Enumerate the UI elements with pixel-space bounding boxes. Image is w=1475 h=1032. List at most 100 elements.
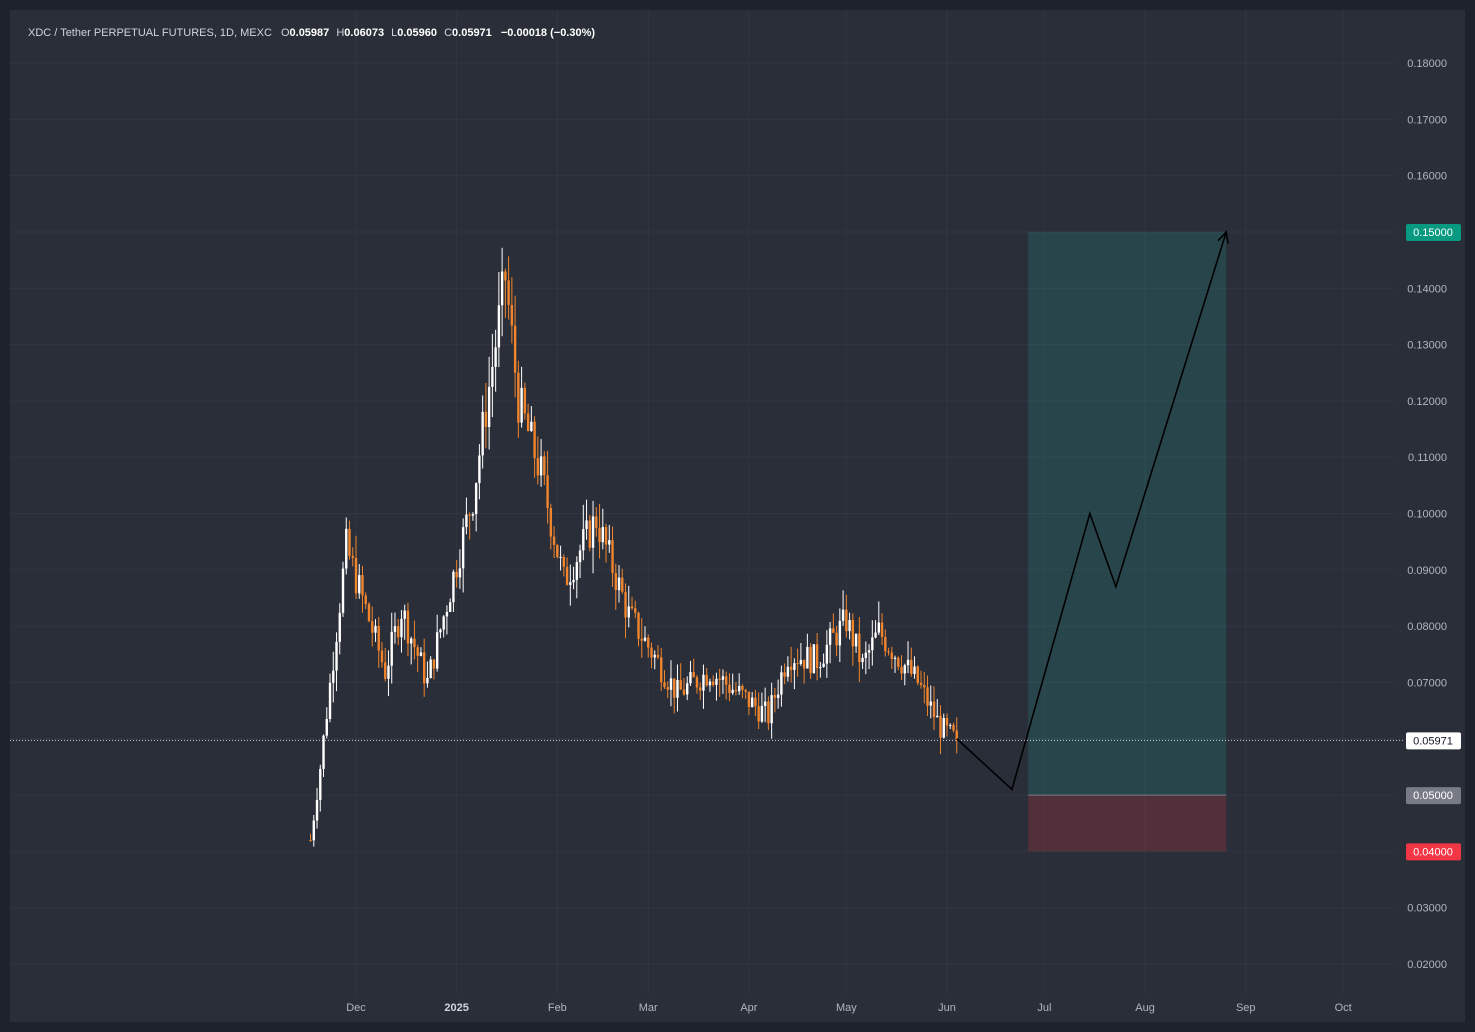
candle[interactable]: [673, 678, 676, 714]
candle[interactable]: [910, 647, 913, 677]
candle[interactable]: [416, 644, 419, 672]
candle[interactable]: [660, 647, 663, 692]
candle[interactable]: [614, 563, 617, 610]
candle[interactable]: [929, 685, 932, 719]
candle[interactable]: [419, 647, 423, 657]
candle[interactable]: [841, 590, 845, 626]
candle[interactable]: [799, 642, 803, 666]
candle[interactable]: [699, 682, 702, 701]
candle[interactable]: [939, 705, 942, 755]
candle[interactable]: [367, 602, 371, 623]
candle[interactable]: [890, 646, 893, 669]
candle[interactable]: [413, 620, 416, 660]
candle[interactable]: [718, 668, 721, 697]
candle[interactable]: [335, 632, 338, 692]
candle[interactable]: [955, 717, 958, 754]
candle[interactable]: [721, 669, 725, 694]
candle[interactable]: [952, 722, 955, 733]
candle[interactable]: [403, 604, 406, 640]
candle[interactable]: [634, 600, 637, 619]
candle[interactable]: [682, 678, 686, 696]
candle[interactable]: [354, 535, 358, 600]
candle[interactable]: [796, 648, 799, 677]
candle[interactable]: [562, 554, 566, 577]
candle[interactable]: [426, 661, 429, 688]
candle[interactable]: [695, 674, 699, 694]
candle[interactable]: [731, 673, 734, 696]
chart-canvas[interactable]: 0.18000 0.17000 0.16000 0.14000 0.13000 0.120…: [10, 10, 1465, 1022]
candle[interactable]: [591, 500, 595, 574]
candle[interactable]: [763, 687, 767, 723]
candle[interactable]: [880, 613, 884, 645]
candle[interactable]: [663, 670, 666, 690]
candle[interactable]: [530, 406, 533, 433]
candle[interactable]: [458, 549, 462, 589]
candle[interactable]: [533, 416, 536, 478]
candle[interactable]: [322, 734, 325, 777]
candle[interactable]: [711, 675, 715, 687]
candle[interactable]: [442, 615, 445, 638]
candle[interactable]: [435, 614, 439, 672]
candle[interactable]: [468, 512, 471, 540]
candle[interactable]: [750, 691, 754, 708]
candle[interactable]: [455, 559, 458, 588]
chart-pane[interactable]: 0.18000 0.17000 0.16000 0.14000 0.13000 0.120…: [10, 10, 1465, 1022]
candle[interactable]: [708, 678, 712, 692]
candle[interactable]: [575, 556, 579, 599]
candle[interactable]: [647, 634, 650, 658]
candle[interactable]: [757, 692, 760, 730]
candle[interactable]: [702, 664, 705, 709]
candle[interactable]: [364, 592, 367, 610]
candle[interactable]: [802, 659, 806, 684]
candle[interactable]: [572, 566, 575, 590]
candle[interactable]: [445, 605, 449, 635]
candle[interactable]: [650, 642, 653, 669]
candle[interactable]: [429, 656, 432, 679]
candle[interactable]: [539, 439, 543, 487]
candle[interactable]: [780, 665, 783, 707]
candle[interactable]: [500, 247, 504, 337]
candle[interactable]: [471, 512, 475, 521]
candle[interactable]: [809, 643, 812, 680]
candle[interactable]: [361, 565, 364, 613]
candle[interactable]: [686, 676, 689, 701]
projection-drawing[interactable]: [956, 230, 1229, 791]
candle[interactable]: [666, 681, 669, 699]
candle[interactable]: [754, 689, 757, 717]
candle[interactable]: [627, 585, 630, 628]
candle[interactable]: [384, 647, 387, 682]
candle[interactable]: [510, 277, 514, 344]
candle[interactable]: [328, 673, 332, 723]
candle[interactable]: [932, 686, 936, 730]
candle[interactable]: [913, 656, 916, 679]
candle[interactable]: [760, 692, 764, 723]
candle[interactable]: [838, 608, 842, 662]
candle[interactable]: [338, 603, 341, 655]
candle[interactable]: [611, 526, 614, 587]
candle[interactable]: [315, 787, 319, 829]
candle[interactable]: [715, 672, 718, 701]
candle[interactable]: [640, 618, 643, 658]
candle[interactable]: [309, 833, 312, 842]
candle[interactable]: [776, 679, 780, 709]
candle[interactable]: [526, 403, 530, 432]
candle[interactable]: [637, 611, 640, 647]
candle[interactable]: [608, 524, 611, 553]
candle[interactable]: [923, 671, 926, 704]
candle[interactable]: [578, 544, 582, 578]
candle[interactable]: [319, 764, 322, 812]
candle[interactable]: [552, 526, 556, 559]
candle[interactable]: [497, 272, 501, 368]
candle[interactable]: [832, 613, 835, 634]
candle[interactable]: [737, 673, 741, 695]
candle[interactable]: [325, 707, 328, 739]
candle[interactable]: [601, 508, 604, 550]
candle[interactable]: [517, 360, 520, 438]
candle[interactable]: [848, 612, 851, 640]
candle[interactable]: [491, 333, 494, 418]
candle[interactable]: [387, 650, 390, 697]
candle[interactable]: [569, 564, 572, 606]
candle[interactable]: [692, 658, 695, 678]
candle[interactable]: [767, 696, 770, 730]
candle[interactable]: [624, 583, 627, 639]
